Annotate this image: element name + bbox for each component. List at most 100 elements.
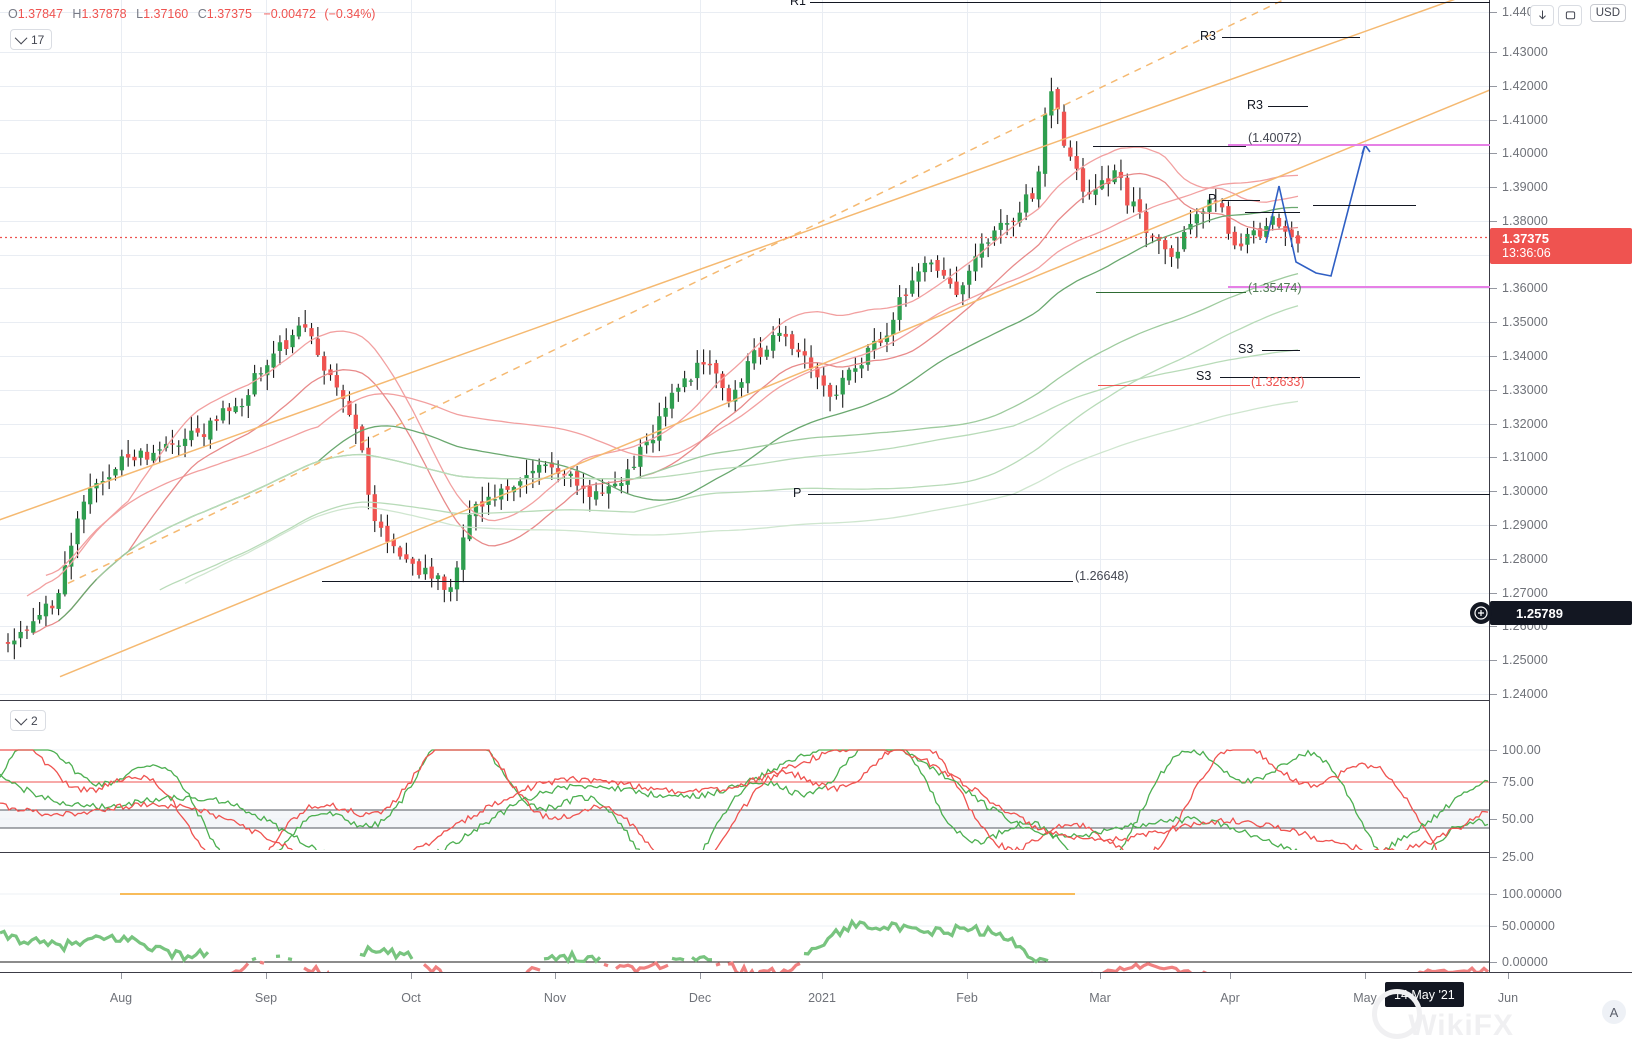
time-axis-tick: Dec	[688, 991, 712, 1005]
pivot-r3-upper-label: R3	[1200, 29, 1216, 43]
green-ray-support[interactable]	[1096, 292, 1246, 293]
gridline-horizontal	[0, 120, 1490, 121]
price-scale[interactable]: 1.44000 1.43000 1.42000 1.41000 1.40000 1.390…	[1470, 0, 1632, 1005]
pivot-s3-lower-label: S3	[1196, 369, 1212, 383]
gridline-horizontal	[0, 626, 1490, 627]
price-axis-tick: 1.41000	[1490, 113, 1632, 128]
stochastic-canvas	[0, 749, 1490, 850]
stochastic-pane[interactable]	[0, 702, 1490, 850]
ohlc-change: −0.00472	[263, 7, 316, 21]
time-axis-tick: Mar	[1089, 991, 1111, 1005]
last-price-tag[interactable]: 1.37375 13:36:06	[1490, 228, 1632, 264]
pivot-p-low-line[interactable]	[808, 494, 1490, 495]
gridline-horizontal	[0, 593, 1490, 594]
stochastic-axis-tick: 25.00	[1490, 850, 1632, 865]
ohlc-open-label: O	[8, 7, 18, 21]
stochastic-axis-tick: 75.00	[1490, 775, 1632, 790]
alpha-button[interactable]: A	[1602, 1000, 1626, 1024]
chevron-down-icon	[14, 31, 28, 45]
resistance-level-140072: (1.40072)	[1248, 131, 1302, 145]
price-axis-tick: 1.36000	[1490, 281, 1632, 296]
gridline-horizontal	[0, 491, 1490, 492]
crosshair-price-tag: 1.25789	[1470, 601, 1632, 625]
gridline-horizontal	[0, 187, 1490, 188]
pivot-s3-upper-line[interactable]	[1262, 350, 1300, 351]
time-axis-tick: Feb	[956, 991, 978, 1005]
time-axis-tick: Sep	[254, 991, 278, 1005]
time-axis-tick-mark	[1365, 973, 1366, 979]
gridline-vertical	[1100, 0, 1101, 700]
black-ray-resistance[interactable]	[1093, 146, 1246, 147]
time-axis-tick-mark	[411, 973, 412, 979]
last-price-countdown: 13:36:06	[1502, 246, 1551, 260]
time-axis-tick-mark	[1508, 973, 1509, 979]
price-axis-tick: 1.31000	[1490, 450, 1632, 465]
time-axis-tick: Jun	[1497, 991, 1519, 1005]
black-ray-base[interactable]	[322, 581, 1073, 582]
price-axis-tick: 1.43000	[1490, 45, 1632, 60]
momentum-pane[interactable]	[0, 854, 1490, 972]
gridline-horizontal	[0, 424, 1490, 425]
gridline-horizontal	[0, 86, 1490, 87]
time-axis-tick: May	[1353, 991, 1377, 1005]
download-button[interactable]	[1530, 5, 1554, 26]
price-pane[interactable]: R1 R3 R3 P P S3 S3 (1.40072) (1.35474) (1.32633) (…	[0, 0, 1490, 700]
price-axis-tick: 1.27000	[1490, 586, 1632, 601]
price-axis-tick: 1.30000	[1490, 484, 1632, 499]
support-level-126648: (1.26648)	[1075, 569, 1129, 583]
support-level-135474: (1.35474)	[1248, 281, 1302, 295]
time-axis-tick: 2021	[808, 991, 836, 1005]
time-axis-tick: Aug	[109, 991, 133, 1005]
gridline-vertical	[700, 0, 701, 700]
gridline-horizontal	[0, 660, 1490, 661]
price-axis-tick: 1.33000	[1490, 383, 1632, 398]
time-axis-tick: Nov	[543, 991, 567, 1005]
price-pane-badge-count: 17	[31, 32, 45, 47]
last-price-value: 1.37375	[1502, 231, 1549, 246]
gridline-horizontal	[0, 322, 1490, 323]
support-level-132633: (1.32633)	[1251, 375, 1305, 389]
momentum-canvas	[0, 893, 1490, 972]
gridline-horizontal	[0, 457, 1490, 458]
ohlc-open-value: 1.37847	[17, 7, 63, 21]
price-axis-tick: 1.40000	[1490, 146, 1632, 161]
stochastic-axis-tick: 100.00	[1490, 743, 1632, 758]
price-axis-tick: 1.34000	[1490, 349, 1632, 364]
price-axis-tick: 1.28000	[1490, 552, 1632, 567]
price-pane-collapse-badge[interactable]: 17	[10, 29, 53, 50]
add-alert-icon[interactable]	[1470, 602, 1492, 624]
pane-divider-2	[0, 852, 1632, 853]
ohlc-change-percent: (−0.34%)	[324, 7, 376, 21]
ohlc-close-label: C	[197, 7, 207, 21]
pivot-r3-lower-line[interactable]	[1268, 106, 1308, 107]
momentum-axis-tick: 0.00000	[1490, 955, 1632, 970]
gridline-vertical	[1365, 0, 1366, 700]
momentum-axis-tick: 50.00000	[1490, 919, 1632, 934]
time-scale[interactable]: Aug Sep Oct Nov Dec 2021 Feb Mar Apr May Jun 14 Ma…	[0, 972, 1632, 1048]
price-axis-tick: 1.38000	[1490, 214, 1632, 229]
pivot-r1-line[interactable]	[810, 2, 1490, 3]
pivot-r3-lower-label: R3	[1247, 98, 1263, 112]
ohlc-high-value: 1.37878	[81, 7, 127, 21]
price-axis-tick: 1.32000	[1490, 417, 1632, 432]
gridline-vertical	[266, 0, 267, 700]
gridline-horizontal	[0, 52, 1490, 53]
time-axis-tick-mark	[266, 973, 267, 979]
fullscreen-button[interactable]	[1558, 5, 1582, 26]
stochastic-pane-collapse-badge[interactable]: 2	[10, 710, 46, 731]
gridline-vertical	[1230, 0, 1231, 700]
time-axis-tick: Apr	[1220, 991, 1240, 1005]
pivot-r3-upper-line[interactable]	[1222, 37, 1360, 38]
pivot-p-mid-line[interactable]	[1222, 200, 1260, 201]
black-ray-minor[interactable]	[1245, 212, 1300, 213]
gridline-vertical	[121, 0, 122, 700]
price-axis-tick: 1.29000	[1490, 518, 1632, 533]
gridline-vertical	[411, 0, 412, 700]
gridline-vertical	[822, 0, 823, 700]
crosshair-price-value: 1.25789	[1516, 605, 1563, 621]
time-axis-tick-mark	[967, 973, 968, 979]
black-ray-consolidation[interactable]	[1313, 205, 1416, 206]
ohlc-legend: O1.37847 H1.37878 L1.37160 C1.37375 −0.0…	[8, 7, 375, 21]
red-ray-support[interactable]	[1098, 385, 1250, 386]
